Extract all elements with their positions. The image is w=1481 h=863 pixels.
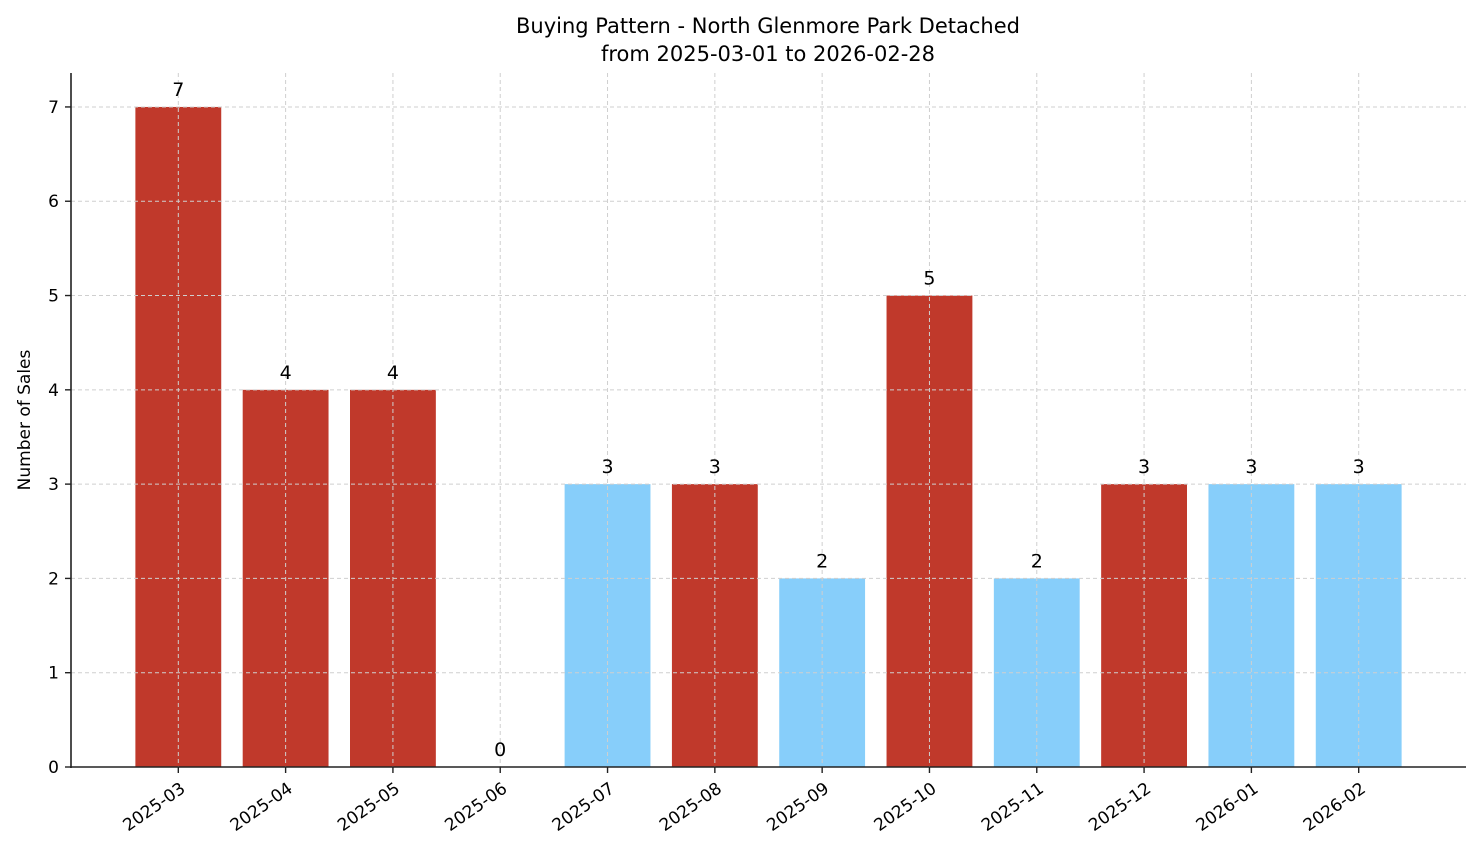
x-tick-label: 2025-06 [441, 779, 511, 836]
x-tick-label: 2026-01 [1193, 779, 1263, 836]
x-tick-label: 2025-09 [763, 779, 833, 836]
y-tick-label: 2 [48, 569, 59, 589]
data-label: 4 [280, 362, 292, 384]
x-tick-label: 2025-11 [978, 779, 1048, 836]
x-tick-label: 2025-03 [120, 779, 190, 836]
data-label: 4 [387, 362, 399, 384]
data-label: 2 [816, 550, 828, 572]
chart-subtitle: from 2025-03-01 to 2026-02-28 [601, 42, 935, 66]
x-tick-label: 2025-10 [871, 779, 941, 836]
y-tick-label: 7 [48, 98, 59, 118]
y-tick-label: 6 [48, 192, 59, 212]
x-tick-label: 2025-04 [227, 779, 297, 836]
x-tick-label: 2026-02 [1300, 779, 1370, 836]
y-tick-label: 5 [48, 287, 59, 307]
data-label: 3 [1353, 456, 1365, 478]
bar-2025-03 [135, 106, 222, 767]
y-tick-label: 4 [48, 381, 59, 401]
data-label: 3 [601, 456, 613, 478]
data-label: 3 [1245, 456, 1257, 478]
data-label: 3 [1138, 456, 1150, 478]
x-tick-label: 2025-05 [334, 779, 404, 836]
data-label: 5 [923, 268, 935, 290]
x-tick-label: 2025-12 [1085, 779, 1155, 836]
y-tick-label: 1 [48, 664, 59, 684]
y-tick-label: 0 [48, 758, 59, 778]
data-label: 0 [494, 739, 506, 761]
data-label: 3 [709, 456, 721, 478]
y-axis-label: Number of Sales [15, 349, 35, 490]
y-tick-label: 3 [48, 475, 59, 495]
data-label: 7 [172, 79, 184, 101]
x-tick-label: 2025-07 [549, 779, 619, 836]
chart-title: Buying Pattern - North Glenmore Park Det… [516, 14, 1020, 38]
x-tick-label: 2025-08 [656, 779, 726, 836]
data-label: 2 [1031, 550, 1043, 572]
